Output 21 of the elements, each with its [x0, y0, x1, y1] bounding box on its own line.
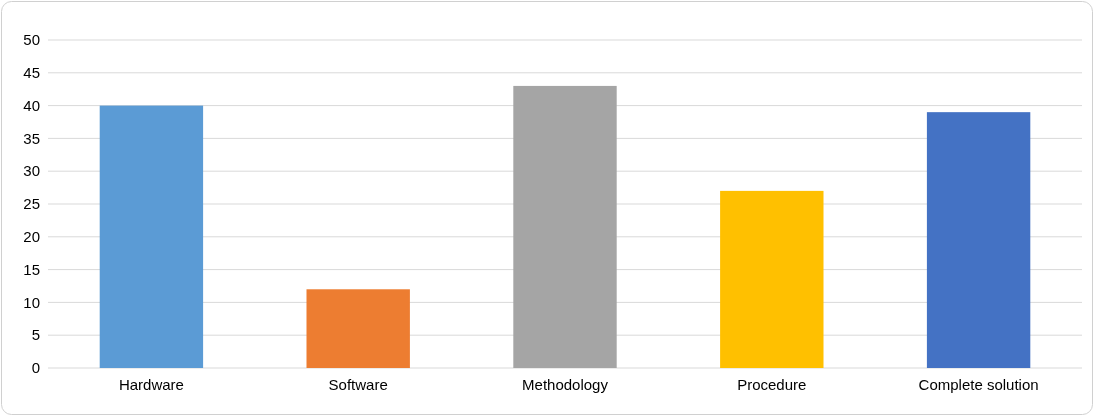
y-tick-label: 50	[23, 31, 40, 49]
x-tick-label: Complete solution	[918, 376, 1039, 393]
y-tick-label: 30	[23, 162, 40, 180]
bar	[926, 112, 1031, 368]
x-tick-label: Methodology	[522, 376, 609, 393]
y-tick-label: 10	[23, 293, 40, 311]
y-tick-label: 0	[31, 359, 40, 377]
y-tick-label: 45	[23, 64, 40, 82]
bar	[513, 85, 617, 368]
x-tick-label: Software	[328, 376, 388, 393]
y-tick-label: 20	[23, 228, 40, 246]
x-tick-label: Hardware	[118, 376, 184, 393]
bar	[720, 190, 824, 368]
x-tick-label: Procedure	[737, 376, 807, 393]
y-tick-label: 15	[23, 260, 40, 278]
y-tick-label: 5	[31, 326, 40, 344]
y-tick-label: 40	[23, 96, 40, 114]
bar	[306, 289, 410, 368]
y-tick-label: 35	[23, 129, 40, 147]
bar	[99, 105, 204, 368]
y-tick-label: 25	[23, 195, 40, 213]
